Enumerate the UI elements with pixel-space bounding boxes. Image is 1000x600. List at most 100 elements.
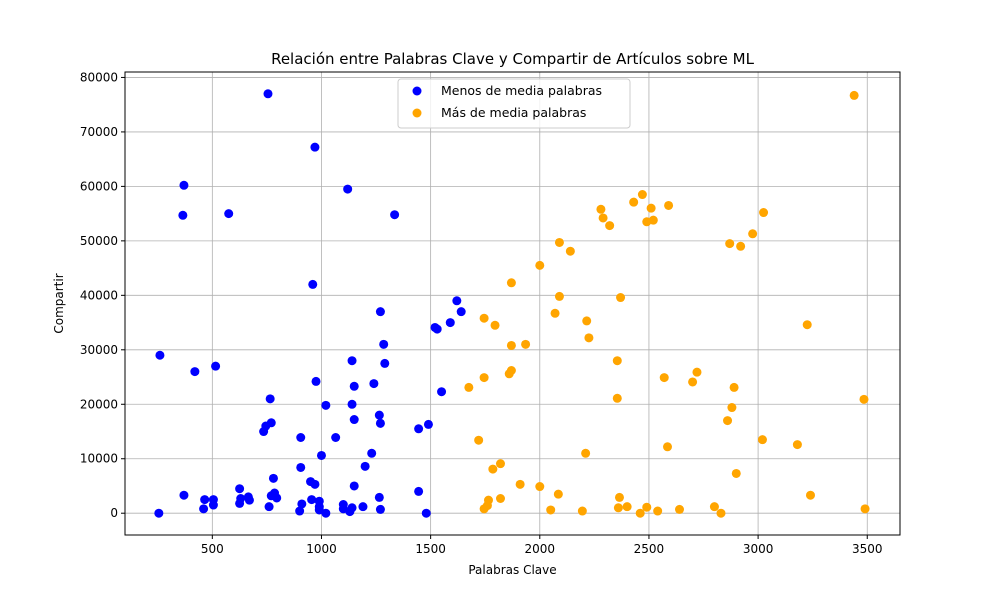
point-menos xyxy=(445,318,455,328)
point-mas xyxy=(729,382,739,392)
point-menos xyxy=(347,356,357,366)
point-menos xyxy=(367,448,377,458)
point-mas xyxy=(616,293,626,303)
legend-label-mas: Más de media palabras xyxy=(441,105,586,120)
legend-marker-mas xyxy=(412,108,422,118)
point-menos xyxy=(263,89,273,99)
point-menos xyxy=(308,279,318,289)
point-mas xyxy=(474,435,484,445)
point-mas xyxy=(479,373,489,383)
point-menos xyxy=(296,462,306,472)
point-menos xyxy=(264,502,274,512)
y-tick-label: 40000 xyxy=(80,288,118,302)
point-mas xyxy=(581,448,591,458)
point-mas xyxy=(805,490,815,500)
point-mas xyxy=(614,492,624,502)
point-menos xyxy=(452,296,462,306)
point-mas xyxy=(859,394,869,404)
y-axis-label: Compartir xyxy=(52,273,66,333)
point-menos xyxy=(414,424,424,434)
point-menos xyxy=(310,479,320,489)
point-mas xyxy=(759,208,769,218)
point-menos xyxy=(199,504,209,514)
point-mas xyxy=(675,504,685,514)
point-menos xyxy=(456,307,466,317)
point-mas xyxy=(515,479,525,489)
point-menos xyxy=(244,495,254,505)
point-mas xyxy=(550,308,560,318)
x-tick-label: 3500 xyxy=(852,542,883,556)
point-mas xyxy=(506,278,516,288)
point-mas xyxy=(554,291,564,301)
point-mas xyxy=(495,459,505,469)
point-menos xyxy=(347,399,357,409)
point-mas xyxy=(757,435,767,445)
y-tick-label: 0 xyxy=(110,506,118,520)
point-menos xyxy=(190,367,200,377)
point-mas xyxy=(596,204,606,214)
point-menos xyxy=(374,410,384,420)
x-tick-label: 1500 xyxy=(415,542,446,556)
point-mas xyxy=(642,502,652,512)
point-mas xyxy=(612,356,622,366)
plot-area-frame xyxy=(124,71,901,536)
x-tick-label: 2500 xyxy=(634,542,665,556)
x-tick-label: 1000 xyxy=(306,542,337,556)
point-mas xyxy=(716,508,726,518)
point-menos xyxy=(311,376,321,386)
point-mas xyxy=(622,502,632,512)
point-mas xyxy=(648,215,658,225)
point-menos xyxy=(331,432,341,442)
point-mas xyxy=(535,260,545,270)
point-mas xyxy=(479,504,489,514)
point-menos xyxy=(375,504,385,514)
point-menos xyxy=(421,508,431,518)
point-menos xyxy=(179,490,189,500)
point-menos xyxy=(272,493,282,503)
point-menos xyxy=(155,350,165,360)
point-mas xyxy=(653,506,663,516)
point-menos xyxy=(211,361,221,371)
point-mas xyxy=(664,200,674,210)
legend: Menos de media palabras Más de media pal… xyxy=(397,78,631,129)
x-tick-label: 3000 xyxy=(743,542,774,556)
point-mas xyxy=(629,197,639,207)
point-menos xyxy=(423,419,433,429)
point-mas xyxy=(792,440,802,450)
chart-title: Relación entre Palabras Clave y Comparti… xyxy=(271,50,754,68)
point-menos xyxy=(321,508,331,518)
x-tick-label: 2000 xyxy=(525,542,556,556)
point-mas xyxy=(635,508,645,518)
point-mas xyxy=(582,316,592,326)
point-mas xyxy=(692,367,702,377)
point-mas xyxy=(504,369,514,379)
point-menos xyxy=(224,209,234,219)
point-menos xyxy=(296,432,306,442)
point-mas xyxy=(646,203,656,213)
point-menos xyxy=(297,499,307,509)
point-mas xyxy=(659,373,669,383)
point-menos xyxy=(349,481,359,491)
point-mas xyxy=(565,246,575,256)
x-tick-label: 500 xyxy=(201,542,224,556)
point-menos xyxy=(208,500,218,510)
point-menos xyxy=(375,307,385,317)
point-menos xyxy=(179,180,189,190)
point-mas xyxy=(613,503,623,513)
point-mas xyxy=(731,468,741,478)
point-menos xyxy=(321,400,331,410)
axis-ticks: 500 1000 1500 2000 2500 3000 3500 0 10000 20000 30… xyxy=(80,70,883,556)
y-tick-label: 80000 xyxy=(80,70,118,84)
point-mas xyxy=(688,377,698,387)
point-menos xyxy=(375,418,385,428)
data-points xyxy=(154,89,870,518)
point-mas xyxy=(748,229,758,239)
point-mas xyxy=(506,340,516,350)
point-mas xyxy=(598,213,608,223)
point-mas xyxy=(802,320,812,330)
point-menos xyxy=(235,498,245,508)
point-mas xyxy=(553,489,563,499)
point-menos xyxy=(369,379,379,389)
point-mas xyxy=(860,504,870,514)
